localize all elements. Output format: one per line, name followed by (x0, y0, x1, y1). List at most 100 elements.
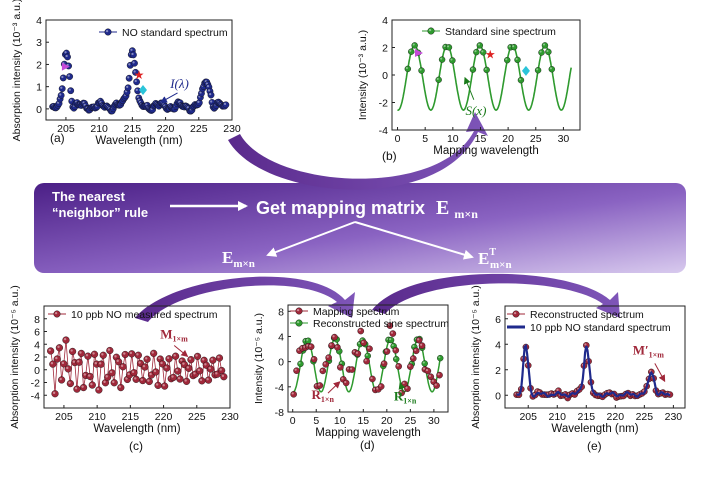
data-point-highlight (155, 383, 159, 386)
data-point-highlight (536, 68, 539, 71)
data-point-highlight (387, 323, 391, 326)
data-point-highlight (431, 379, 434, 382)
data-point-highlight (549, 67, 552, 70)
annotation-arrow (160, 92, 178, 103)
data-point (198, 377, 206, 385)
data-point (128, 350, 136, 358)
data-point-highlight (437, 373, 440, 376)
annotation-r-left-subscript: 1×n (321, 395, 335, 404)
data-point-highlight (341, 377, 344, 380)
data-point-highlight (147, 379, 150, 382)
data-point-highlight (450, 58, 453, 61)
data-point-highlight (50, 362, 54, 365)
data-point-highlight (123, 352, 126, 355)
x-tick-label: 20 (381, 415, 393, 427)
data-point (182, 377, 191, 385)
data-point-highlight (344, 380, 347, 384)
data-point (64, 53, 71, 61)
star-marker: ★ (485, 48, 496, 62)
data-point (412, 347, 420, 355)
data-point-highlight (65, 54, 68, 58)
y-tick-label: 8 (34, 314, 40, 326)
panel-a: 205 210 215 220 225 230 0 1 2 3 4 Wavelength (nm) Ab… (11, 0, 241, 147)
annotation-r-right-subscript: 1×n (403, 397, 417, 406)
data-point (366, 345, 373, 353)
rule-label-line1: The nearest (52, 189, 126, 204)
data-point (207, 91, 215, 99)
data-point (392, 347, 400, 354)
data-point (393, 355, 400, 363)
data-point-highlight (221, 374, 225, 378)
data-point (218, 366, 226, 375)
data-point (150, 349, 158, 357)
data-point-highlight (208, 366, 211, 370)
data-point-highlight (309, 344, 312, 347)
y-tick-label: 8 (278, 306, 284, 318)
flow-arrow-c-to-d (135, 276, 355, 322)
star-marker: ★ (134, 68, 145, 82)
x-tick-label: 10 (334, 415, 346, 427)
data-point-highlight (61, 361, 65, 365)
data-point (424, 367, 432, 375)
data-point (357, 327, 365, 335)
data-point (106, 346, 114, 355)
data-point (331, 333, 338, 341)
x-tick-label: 15 (475, 133, 487, 145)
data-point-highlight (127, 372, 130, 376)
data-point-highlight (134, 79, 137, 83)
annotation-m-prime: M′1×m (633, 342, 664, 359)
data-point-highlight (151, 351, 154, 354)
data-point-highlight (67, 74, 70, 77)
data-point-highlight (367, 346, 370, 349)
x-axis-label: Wavelength (nm) (551, 423, 638, 435)
panel-label: (d) (360, 438, 375, 452)
branch-left-label: Em×n (222, 248, 255, 270)
x-tick-label: 30 (428, 415, 440, 427)
data-point (433, 382, 440, 389)
x-tick-label: 215 (124, 123, 142, 135)
data-point-highlight (438, 356, 441, 359)
data-point-highlight (542, 43, 546, 46)
data-point (215, 354, 224, 362)
data-point-highlight (88, 374, 91, 377)
data-point-highlight (399, 390, 402, 394)
data-point-highlight (339, 361, 343, 364)
panel-e: 205 210 215 220 225 230 0 2 4 6 Wavelength (nm) Abs… (470, 285, 686, 453)
data-point-highlight (92, 352, 95, 355)
y-tick-label: 4 (382, 15, 388, 27)
data-point-highlight (317, 383, 321, 386)
data-point (395, 363, 402, 370)
flow-arrow-a-to-b (228, 112, 488, 190)
data-point-highlight (306, 338, 309, 341)
data-point-highlight (440, 57, 443, 60)
data-point-highlight (584, 343, 587, 346)
data-point (476, 42, 484, 49)
data-point (435, 76, 442, 84)
legend-mapping-marker (295, 307, 303, 315)
data-point (154, 381, 162, 389)
data-point (139, 376, 147, 385)
data-point-highlight (132, 61, 135, 64)
data-point-highlight (208, 93, 212, 96)
x-tick-label: 25 (530, 133, 542, 145)
data-point (305, 337, 312, 344)
data-point-highlight (207, 89, 211, 92)
data-point-highlight (412, 345, 415, 348)
x-tick-label: 225 (188, 411, 206, 423)
data-point (53, 355, 61, 363)
data-point (119, 363, 127, 371)
data-point-highlight (204, 363, 207, 366)
annotation-arrow (463, 76, 475, 100)
x-tick-label: 210 (88, 411, 106, 423)
x-tick-label: 215 (578, 411, 596, 423)
data-point (545, 48, 552, 56)
legend-measured-marker (53, 310, 61, 318)
y-axis-label: Absorption intensity (10⁻⁵ a.u.) (470, 285, 482, 429)
data-point (438, 56, 446, 63)
data-point (152, 368, 160, 376)
data-point-highlight (291, 392, 294, 395)
data-point (130, 51, 137, 59)
data-point-highlight (48, 348, 51, 352)
data-point (117, 384, 125, 392)
